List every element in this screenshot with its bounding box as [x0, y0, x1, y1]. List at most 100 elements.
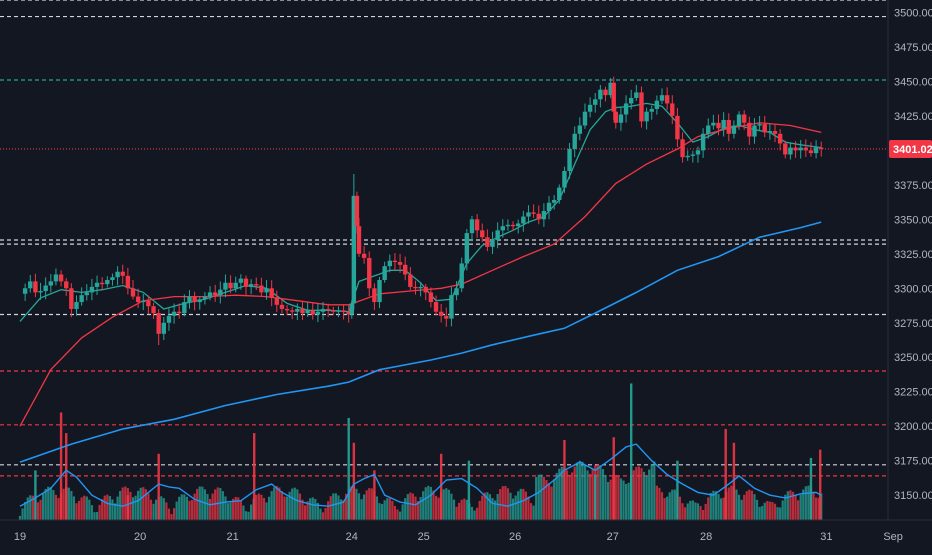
candle-14 — [89, 278, 95, 301]
candle-body — [813, 147, 819, 154]
volume-bar-220 — [583, 465, 587, 520]
volume-bar-273 — [719, 498, 723, 520]
x-tick-label-6: 27 — [607, 531, 619, 543]
volume-bar-210 — [558, 468, 561, 520]
candle-body — [212, 292, 218, 296]
volume-bar-268 — [707, 497, 710, 520]
x-tick-label-3: 24 — [346, 531, 358, 543]
volume-bar-110 — [301, 499, 304, 520]
volume-bar-300 — [789, 490, 792, 520]
volume-spike-14 — [629, 383, 633, 520]
candle-123 — [634, 85, 639, 101]
volume-bar-0 — [18, 515, 22, 520]
candle-158 — [813, 140, 819, 159]
volume-bar-30 — [95, 511, 99, 520]
volume-bar-225 — [596, 464, 599, 520]
candle-body — [171, 311, 177, 316]
candle-18 — [110, 273, 115, 286]
candle-body — [587, 104, 593, 112]
candle-45 — [248, 279, 254, 295]
volume-bar-17 — [62, 488, 65, 520]
candle-110 — [572, 126, 577, 158]
candle-94 — [490, 231, 495, 255]
candle-body — [177, 311, 182, 314]
candle-body — [187, 296, 192, 303]
candle-93 — [485, 229, 490, 252]
volume-bar-99 — [273, 487, 276, 520]
volume-bar-241 — [637, 466, 640, 520]
volume-bar-155 — [416, 500, 420, 520]
volume-bar-121 — [329, 496, 332, 520]
volume-bar-5 — [31, 495, 34, 520]
volume-bar-137 — [370, 488, 373, 520]
candle-body — [700, 133, 706, 151]
volume-bar-49 — [144, 489, 147, 520]
volume-bar-69 — [196, 488, 199, 520]
volume-bar-48 — [142, 487, 145, 520]
candle-90 — [469, 215, 475, 242]
volume-bar-239 — [632, 470, 635, 520]
volume-bar-165 — [442, 489, 445, 520]
candle-22 — [130, 280, 136, 300]
volume-bar-1 — [21, 508, 24, 520]
volume-bar-223 — [591, 468, 594, 520]
candle-140 — [721, 112, 726, 137]
volume-bar-8 — [39, 499, 42, 520]
candle-body — [654, 100, 660, 109]
volume-bar-270 — [712, 490, 715, 520]
candle-95 — [495, 222, 500, 249]
candle-70 — [367, 251, 372, 297]
volume-bar-200 — [532, 505, 535, 520]
volume-bar-186 — [496, 494, 499, 520]
candle-body — [413, 286, 418, 289]
volume-spike-15 — [676, 460, 679, 520]
candle-136 — [700, 128, 706, 158]
volume-bar-167 — [447, 489, 450, 520]
volume-bar-191 — [509, 492, 512, 520]
candle-body — [300, 308, 305, 314]
candlesticks — [22, 76, 824, 346]
volume-bar-40 — [121, 487, 124, 520]
volume-bar-185 — [493, 500, 497, 520]
candle-3 — [33, 273, 38, 298]
candle-body — [685, 155, 690, 158]
y-tick-label-12: 3450.00 — [894, 76, 932, 88]
volume-bar-50 — [147, 493, 150, 520]
volume-bar-170 — [455, 506, 458, 520]
volume-bar-304 — [799, 494, 802, 520]
volume-bar-44 — [131, 497, 135, 520]
volume-bar-68 — [193, 493, 196, 520]
volume-bar-286 — [753, 494, 756, 520]
candle-body — [418, 286, 423, 289]
candle-body — [79, 295, 84, 303]
candle-31 — [177, 303, 182, 319]
volume-bar-149 — [401, 504, 404, 520]
candle-157 — [808, 142, 814, 157]
candle-130 — [670, 95, 675, 125]
volume-bar-45 — [134, 495, 137, 520]
candle-92 — [480, 223, 485, 243]
candle-body — [711, 122, 716, 126]
candle-body — [346, 311, 351, 315]
volume-bar-295 — [776, 507, 779, 520]
candle-body — [259, 285, 264, 293]
candle-35 — [197, 296, 202, 310]
volume-bar-126 — [342, 500, 345, 520]
candle-15 — [94, 275, 100, 296]
volume-bar-277 — [730, 485, 733, 520]
volume-bar-168 — [450, 493, 453, 520]
candle-body — [546, 202, 552, 212]
volume-bar-230 — [609, 479, 612, 520]
volume-bar-297 — [781, 500, 784, 520]
volume-bar-150 — [404, 498, 407, 520]
volume-bar-208 — [553, 479, 556, 520]
volume-bar-59 — [170, 514, 173, 520]
volume-bar-271 — [714, 491, 718, 520]
candle-5 — [43, 277, 48, 300]
last-price-badge — [889, 139, 932, 158]
volume-bar-78 — [219, 487, 222, 520]
volume-spike-11 — [563, 440, 566, 520]
volume-bar-216 — [573, 466, 576, 520]
volume-bar-64 — [183, 494, 186, 520]
